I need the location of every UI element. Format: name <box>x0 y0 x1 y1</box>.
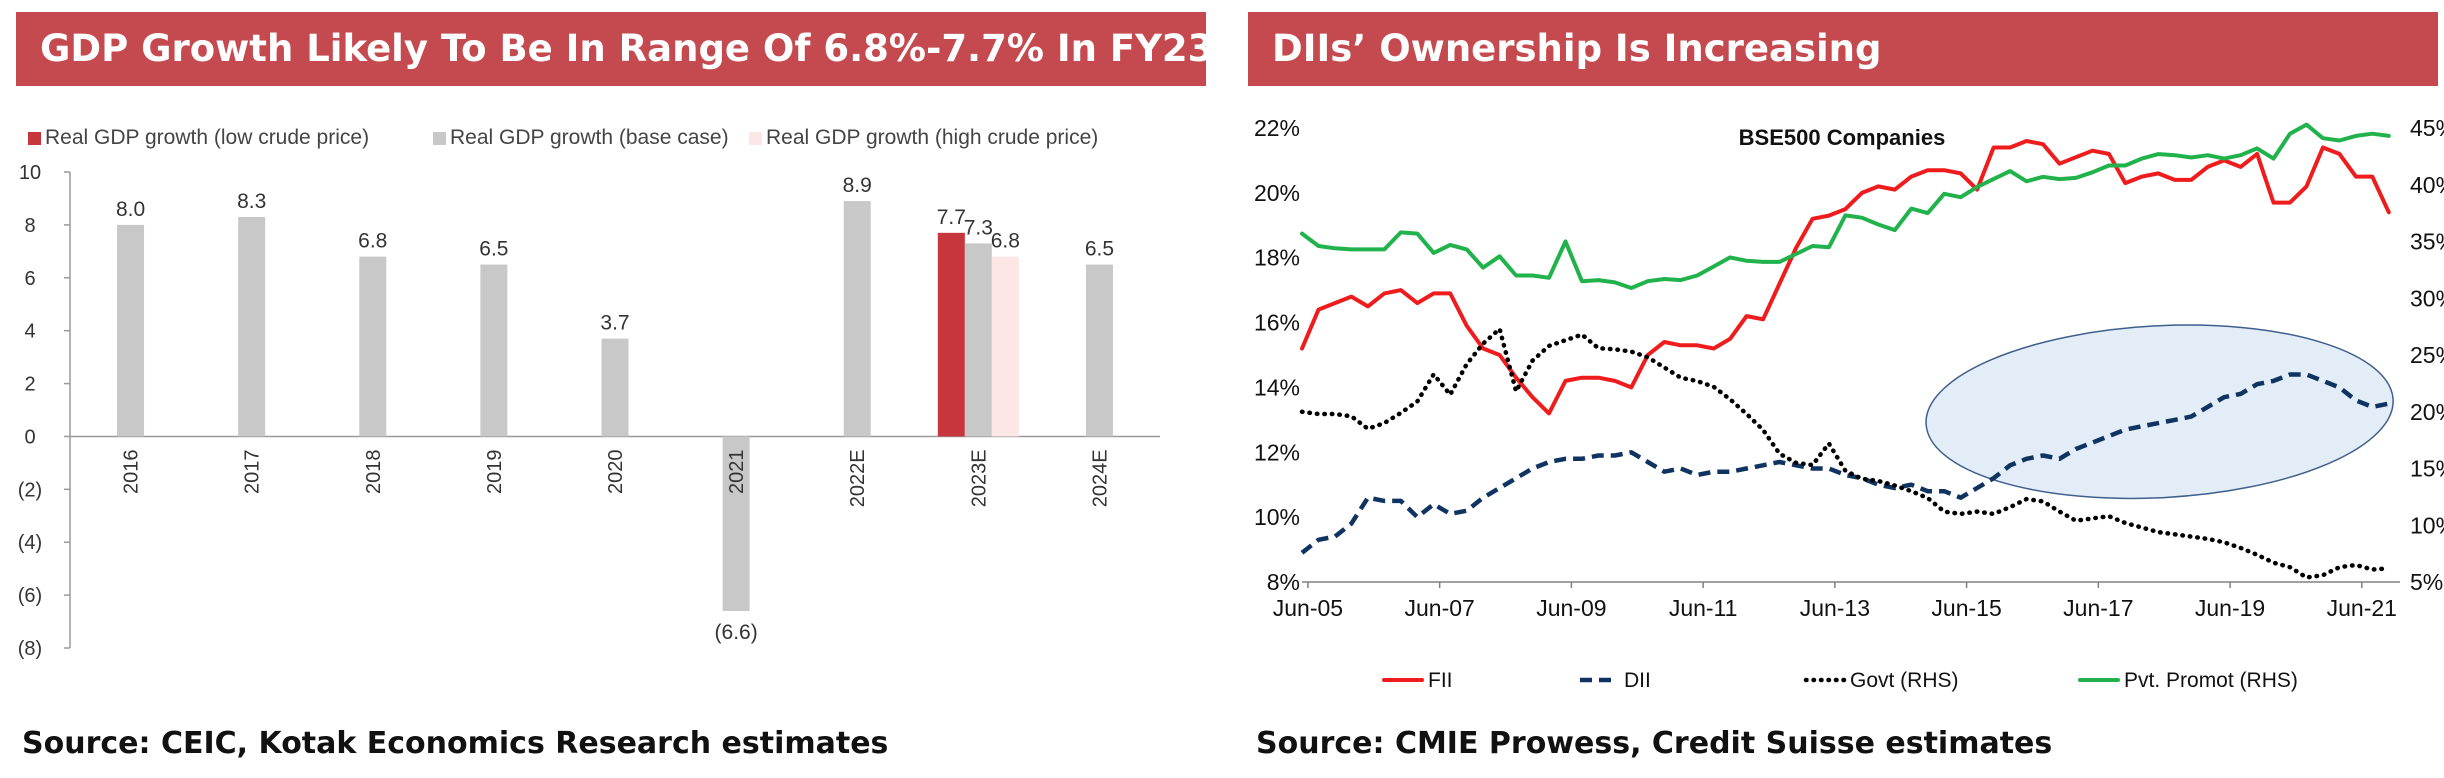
x-category-label: 2019 <box>484 449 506 494</box>
y-tick-label: 6 <box>24 268 35 290</box>
legend-label-real-gdp-growth-low-crude-price: Real GDP growth (low crude price) <box>45 126 369 149</box>
legend-label-real-gdp-growth-base-case: Real GDP growth (base case) <box>450 126 729 149</box>
left-panel-title: GDP Growth Likely To Be In Range Of 6.8%… <box>16 12 1239 86</box>
legend-swatch-real-gdp-growth-low-crude-price <box>28 132 41 145</box>
legend-swatch-real-gdp-growth-base-case <box>433 132 446 145</box>
y-tick-label: (2) <box>18 479 42 501</box>
legend-label-fii: FII <box>1428 669 1453 692</box>
right-y-tick-label: 15% <box>2410 456 2444 482</box>
x-tick-label: Jun-17 <box>2063 595 2133 621</box>
x-tick-label: Jun-19 <box>2195 595 2265 621</box>
right-y-tick-label: 25% <box>2410 342 2444 368</box>
left-panel-source: Source: CEIC, Kotak Economics Research e… <box>22 726 889 761</box>
bar-2024e-real-gdp-growth-base-case <box>1085 264 1113 437</box>
series-line-dii <box>1300 372 2390 555</box>
data-label-2018: 6.8 <box>358 230 387 253</box>
right-y-tick-label: 5% <box>2410 569 2443 595</box>
x-category-label: 2017 <box>242 449 264 494</box>
data-label-2023e: 7.3 <box>964 216 993 239</box>
series-line-fii <box>1300 139 2391 416</box>
left-y-tick-label: 14% <box>1254 374 1300 400</box>
right-y-tick-label: 45% <box>2410 115 2444 141</box>
y-tick-label: 4 <box>24 321 35 343</box>
legend-label-real-gdp-growth-high-crude-price: Real GDP growth (high crude price) <box>766 126 1098 149</box>
right-y-tick-label: 30% <box>2410 285 2444 311</box>
right-panel-title: DIIs’ Ownership Is Increasing <box>1248 12 2438 86</box>
legend-label-dii: DII <box>1624 669 1651 692</box>
x-tick-label: Jun-21 <box>2327 595 2397 621</box>
x-tick-label: Jun-05 <box>1273 595 1343 621</box>
y-tick-label: (4) <box>18 532 42 554</box>
bar-2021-real-gdp-growth-base-case <box>722 436 750 611</box>
data-label-2017: 8.3 <box>237 190 266 213</box>
left-panel: GDP Growth Likely To Be In Range Of 6.8%… <box>16 12 1239 761</box>
x-category-label: 2022E <box>847 449 869 507</box>
legend-label-govt-rhs: Govt (RHS) <box>1850 669 1959 692</box>
left-y-tick-label: 12% <box>1254 439 1300 465</box>
bar-2023e-real-gdp-growth-low-crude-price <box>937 232 965 437</box>
right-y-tick-label: 40% <box>2410 172 2444 198</box>
x-category-label: 2020 <box>605 449 627 494</box>
data-label-2020: 3.7 <box>600 312 629 335</box>
legend-label-pvt-promot-rhs: Pvt. Promot (RHS) <box>2124 669 2298 692</box>
bar-2020-real-gdp-growth-base-case <box>601 338 629 437</box>
x-tick-label: Jun-15 <box>1931 595 2001 621</box>
bar-2016-real-gdp-growth-base-case <box>117 224 145 437</box>
left-y-tick-label: 10% <box>1254 504 1300 530</box>
data-label-2021: (6.6) <box>715 621 758 644</box>
data-label-2019: 6.5 <box>479 238 508 261</box>
ownership-line-chart: BSE500 Companies 8% 10% 12% 14% 16% 18% 20% 22% 5… <box>1254 115 2444 692</box>
left-y-tick-label: 16% <box>1254 310 1300 336</box>
left-y-tick-label: 8% <box>1267 569 1300 595</box>
x-category-label: 2018 <box>363 449 385 494</box>
bar-2022e-real-gdp-growth-base-case <box>843 201 871 437</box>
y-tick-label: (6) <box>18 585 42 607</box>
y-tick-label: 2 <box>24 374 35 396</box>
data-label-2016: 8.0 <box>116 198 145 221</box>
right-panel: DIIs’ Ownership Is Increasing BSE500 Com… <box>1222 0 2444 778</box>
y-tick-label: 0 <box>24 426 35 448</box>
y-tick-label: (8) <box>18 638 42 660</box>
x-category-label: 2021 <box>726 449 748 494</box>
x-category-label: 2023E <box>968 449 990 507</box>
bar-2023e-real-gdp-growth-base-case <box>964 243 992 437</box>
bar-2018-real-gdp-growth-base-case <box>359 256 387 437</box>
x-tick-label: Jun-07 <box>1404 595 1474 621</box>
x-category-label: 2016 <box>121 449 143 494</box>
data-label-2022e: 8.9 <box>843 174 872 197</box>
bar-2023e-real-gdp-growth-high-crude-price <box>991 256 1019 437</box>
y-tick-label: 8 <box>24 215 35 237</box>
bar-2019-real-gdp-growth-base-case <box>480 264 508 437</box>
series-line-pvt-promot-rhs <box>1300 122 2391 290</box>
data-label-2023e: 6.8 <box>991 230 1020 253</box>
left-y-tick-label: 20% <box>1254 180 1300 206</box>
chart-title: BSE500 Companies <box>1739 125 1946 150</box>
x-tick-label: Jun-11 <box>1669 595 1738 621</box>
y-tick-label: 10 <box>19 162 41 184</box>
left-y-tick-label: 22% <box>1254 115 1300 141</box>
x-tick-label: Jun-13 <box>1800 595 1870 621</box>
legend-swatch-real-gdp-growth-high-crude-price <box>749 132 762 145</box>
data-label-2023e: 7.7 <box>937 206 966 229</box>
gdp-growth-bar-chart: Real GDP growth (low crude price) Real GD… <box>18 126 1160 660</box>
data-label-2024e: 6.5 <box>1085 238 1114 261</box>
right-panel-source: Source: CMIE Prowess, Credit Suisse esti… <box>1256 726 2053 761</box>
left-y-tick-label: 18% <box>1254 245 1300 271</box>
bar-2017-real-gdp-growth-base-case <box>238 216 266 437</box>
series-line-govt-rhs <box>1299 326 2392 580</box>
x-tick-label: Jun-09 <box>1536 595 1606 621</box>
right-y-tick-label: 35% <box>2410 229 2444 255</box>
x-category-label: 2024E <box>1089 449 1111 507</box>
right-y-tick-label: 10% <box>2410 512 2444 538</box>
right-y-tick-label: 20% <box>2410 399 2444 425</box>
